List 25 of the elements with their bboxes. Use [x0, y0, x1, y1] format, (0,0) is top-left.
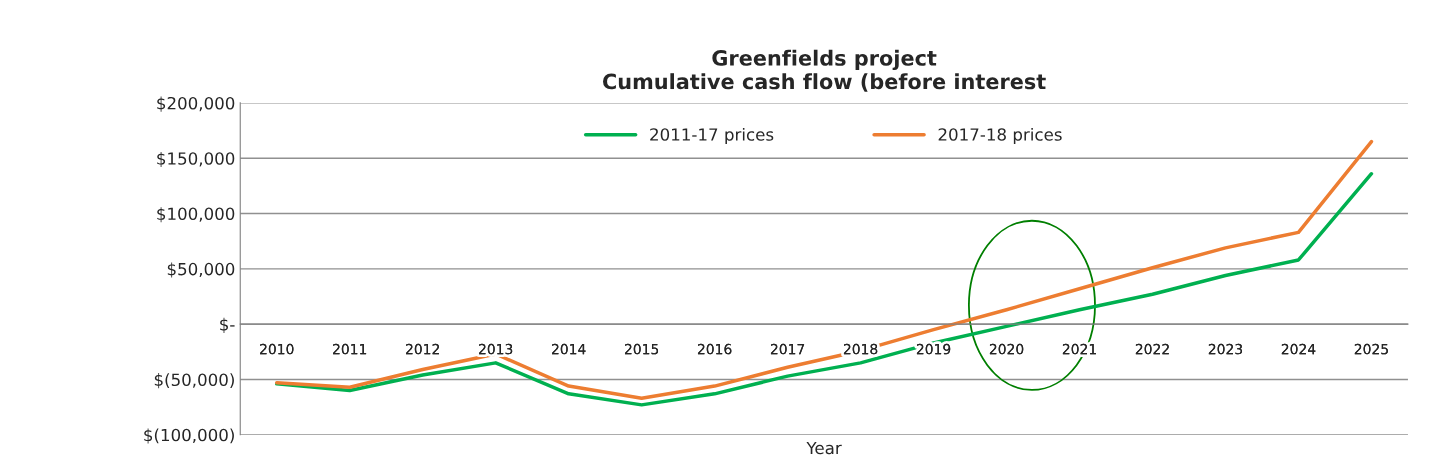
legend-label: 2011-17 prices — [650, 127, 774, 145]
y-tick-label: $(50,000) — [154, 373, 234, 389]
x-tick-label: 2011 — [333, 343, 367, 355]
x-tick-label: 2013 — [479, 343, 513, 355]
y-tick-label: $(100,000) — [144, 428, 234, 444]
x-tick-label: 2019 — [916, 343, 951, 355]
x-tick-label: 2024 — [1281, 343, 1316, 355]
x-tick-label: 2023 — [1208, 343, 1243, 355]
chart-title: Greenfields project Cumulative cash flow (before interest — [603, 49, 1046, 92]
y-tick-label: $100,000 — [157, 207, 235, 223]
x-tick-label: 2025 — [1354, 343, 1388, 355]
x-tick-label: 2014 — [552, 343, 586, 355]
x-tick-label: 2016 — [697, 343, 732, 355]
legend-label: 2017-18 prices — [938, 127, 1062, 145]
y-tick-label: $- — [220, 317, 235, 333]
y-tick-label: $50,000 — [167, 262, 235, 278]
x-tick-label: 2015 — [624, 343, 659, 355]
x-tick-label: 2017 — [770, 343, 805, 355]
x-axis-title: Year — [806, 441, 842, 455]
y-tick-label: $200,000 — [157, 96, 235, 112]
x-tick-label: 2020 — [989, 343, 1024, 355]
x-tick-label: 2012 — [406, 343, 439, 355]
x-tick-label: 2010 — [260, 343, 294, 355]
y-tick-label: $150,000 — [157, 151, 235, 168]
x-tick-label: 2022 — [1135, 343, 1169, 355]
